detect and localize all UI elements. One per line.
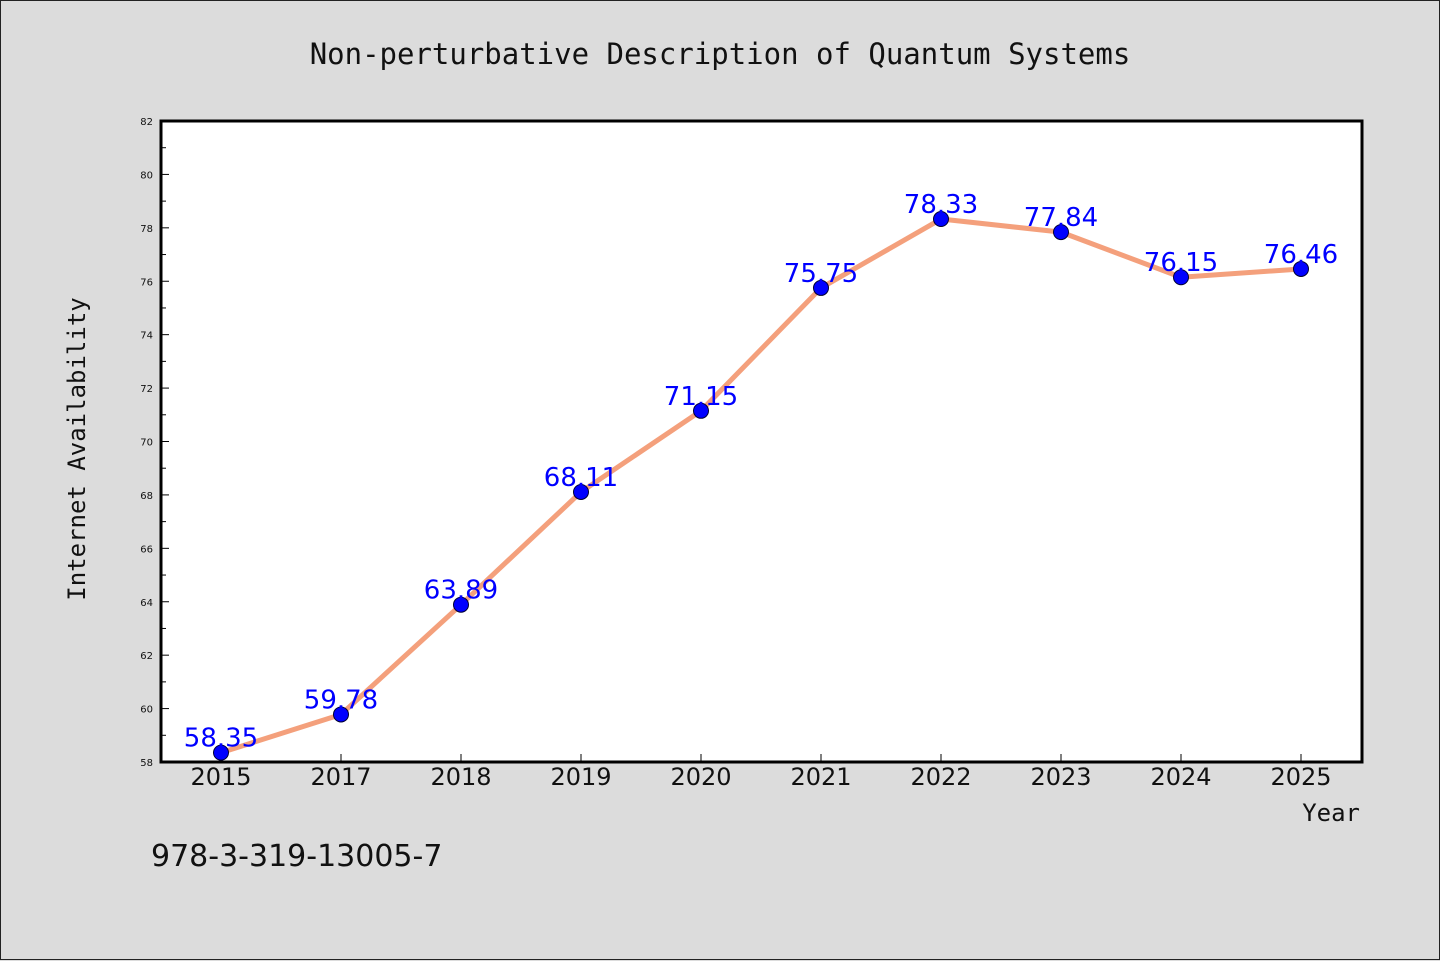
data-label: 59.78 xyxy=(304,685,378,715)
data-label: 78.33 xyxy=(904,190,978,220)
x-tick-label: 2017 xyxy=(310,763,371,791)
y-tick-label: 76 xyxy=(140,277,153,288)
isbn-text: 978-3-319-13005-7 xyxy=(151,839,442,874)
x-tick-label: 2020 xyxy=(670,763,731,791)
y-tick-label: 78 xyxy=(140,224,153,235)
x-axis-label: Year xyxy=(1302,799,1360,827)
data-label: 76.15 xyxy=(1144,248,1218,278)
data-point xyxy=(333,706,349,723)
plot-area xyxy=(161,121,1362,762)
data-point xyxy=(213,744,229,761)
x-tick-label: 2019 xyxy=(550,763,611,791)
y-tick-label: 64 xyxy=(140,598,153,609)
y-axis-label: Internet Availability xyxy=(63,297,91,600)
data-label: 63.89 xyxy=(424,576,498,606)
data-point xyxy=(453,596,469,613)
data-point xyxy=(1173,269,1189,286)
data-point xyxy=(1293,260,1309,277)
series-line xyxy=(218,216,1304,756)
data-label: 58.35 xyxy=(184,724,258,754)
x-tick-label: 2023 xyxy=(1030,763,1091,791)
y-tick-label: 66 xyxy=(140,544,153,555)
y-tick-label: 82 xyxy=(140,117,153,128)
data-point xyxy=(693,402,709,419)
x-tick-label: 2025 xyxy=(1270,763,1331,791)
x-tick-label: 2024 xyxy=(1150,763,1211,791)
y-tick-label: 68 xyxy=(140,491,153,502)
y-tick-label: 80 xyxy=(140,170,153,181)
plot-frame xyxy=(159,119,1364,764)
chart-title: Non-perturbative Description of Quantum … xyxy=(310,37,1131,71)
series-group: 58.35 59.78 63.89 68.11 71.15 75.75 78.33 77.84… xyxy=(184,190,1338,761)
y-tick-label: 74 xyxy=(140,331,153,342)
x-tick-label: 2018 xyxy=(430,763,491,791)
data-point xyxy=(933,211,949,228)
y-tick-label: 70 xyxy=(140,438,153,449)
x-tick-label: 2022 xyxy=(910,763,971,791)
data-label: 77.84 xyxy=(1024,203,1098,233)
data-point xyxy=(813,279,829,296)
y-tick-label: 62 xyxy=(140,651,153,662)
x-axis: 2015 2017 2018 2019 2020 2021 2022 2023 2024 2025 xyxy=(190,754,1332,791)
y-tick-label: 72 xyxy=(140,384,153,395)
y-tick-label: 58 xyxy=(140,758,153,769)
data-label: 71.15 xyxy=(664,382,738,412)
data-label: 75.75 xyxy=(784,259,858,289)
x-tick-label: 2015 xyxy=(190,763,251,791)
data-point xyxy=(1053,224,1069,241)
y-axis: 58 60 62 64 66 68 70 72 74 76 78 80 82 xyxy=(140,117,169,769)
data-label: 68.11 xyxy=(544,463,618,493)
x-tick-label: 2021 xyxy=(790,763,851,791)
data-label: 76.46 xyxy=(1264,240,1338,270)
y-tick-label: 60 xyxy=(140,705,153,716)
data-point xyxy=(573,483,589,500)
